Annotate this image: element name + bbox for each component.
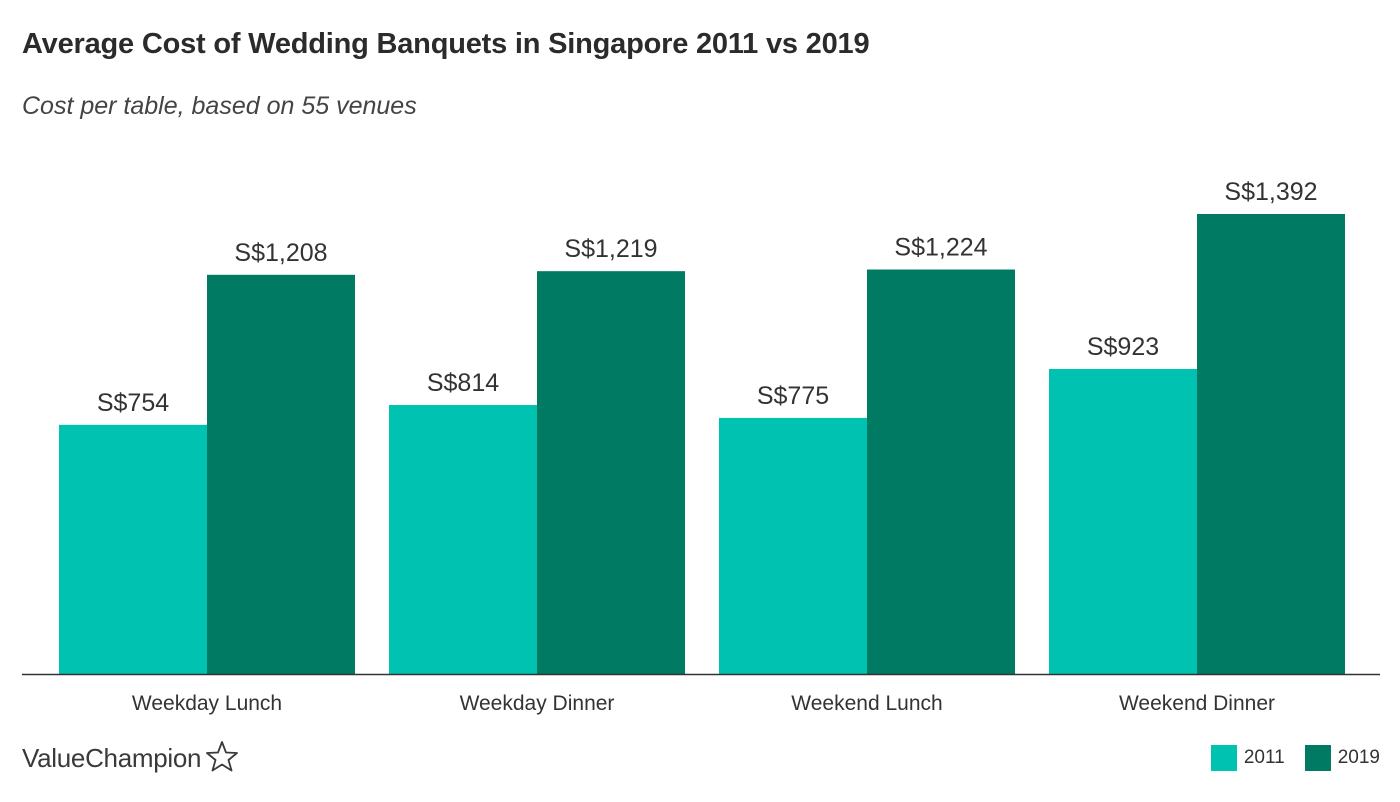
data-label-2011: S$923 xyxy=(1087,333,1159,361)
star-outline-icon xyxy=(205,740,239,777)
brand-logo: ValueChampion xyxy=(22,740,239,777)
data-label-2019: S$1,208 xyxy=(234,239,327,267)
bar-2011 xyxy=(719,417,867,674)
x-tick-label: Weekend Lunch xyxy=(791,692,942,715)
x-tick-label: Weekday Dinner xyxy=(460,692,615,715)
bar-2019 xyxy=(867,269,1015,674)
bar-2019 xyxy=(537,271,685,674)
legend: 2011 2019 xyxy=(1210,745,1380,771)
x-tick-label: Weekday Lunch xyxy=(132,692,282,715)
x-tick-label: Weekend Dinner xyxy=(1119,692,1275,715)
data-label-2011: S$754 xyxy=(97,389,169,417)
data-label-2019: S$1,224 xyxy=(894,234,987,262)
data-label-2011: S$814 xyxy=(427,369,499,397)
bar-2011 xyxy=(1049,368,1197,674)
data-label-2019: S$1,219 xyxy=(564,235,657,263)
legend-item-2011: 2011 xyxy=(1210,745,1285,771)
legend-label-2019: 2019 xyxy=(1337,747,1380,768)
data-label-2011: S$775 xyxy=(757,382,829,410)
legend-swatch-2011 xyxy=(1210,745,1237,771)
legend-label-2011: 2011 xyxy=(1243,747,1285,768)
legend-item-2019: 2019 xyxy=(1304,745,1380,771)
data-label-2019: S$1,392 xyxy=(1224,178,1317,206)
bar-2019 xyxy=(207,274,355,674)
legend-swatch-2019 xyxy=(1304,745,1331,771)
chart-subtitle: Cost per table, based on 55 venues xyxy=(22,92,417,120)
bar-2011 xyxy=(59,424,207,674)
brand-name: ValueChampion xyxy=(22,743,202,773)
bar-2019 xyxy=(1197,214,1345,674)
bar-2011 xyxy=(389,405,537,674)
chart-title: Average Cost of Wedding Banquets in Sing… xyxy=(22,28,870,60)
